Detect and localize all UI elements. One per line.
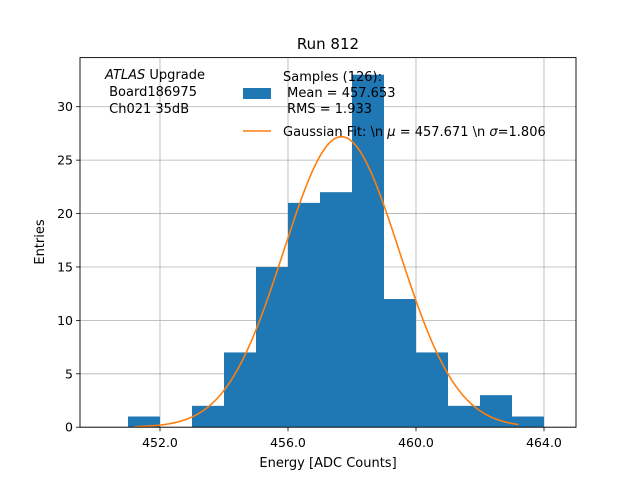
plot-frame [79, 57, 577, 428]
histogram-bar [384, 299, 416, 428]
x-axis-label: Energy [ADC Counts] [259, 456, 396, 471]
legend-fit-sigma-symbol: σ [489, 125, 498, 140]
histogram-bar [448, 405, 480, 428]
legend-hist-line-2: Mean = 457.653 [283, 86, 395, 101]
atlas-annotation: ATLAS Upgrade Board186975 Ch021 35dB [104, 68, 205, 117]
y-tick-label: 20 [57, 206, 73, 221]
y-tick-label: 10 [57, 313, 73, 328]
histogram-bar [192, 405, 224, 428]
y-axis-label: Entries [33, 219, 48, 265]
y-tick-label: 5 [65, 366, 73, 381]
legend-fit-label: Gaussian Fit: \n μ = 457.671 \n σ=1.806 [283, 125, 546, 140]
annotation-line-1: ATLAS Upgrade [104, 68, 205, 83]
x-tick-label: 456.0 [270, 435, 306, 450]
annotation-atlas-italic: ATLAS [104, 68, 145, 83]
legend: Samples (126): Mean = 457.653 RMS = 1.93… [243, 70, 546, 140]
annotation-line-1-text: Upgrade [145, 68, 205, 83]
histogram-bar [320, 192, 352, 428]
gaussian-fit-curve [134, 135, 519, 428]
histogram-bar [256, 266, 288, 428]
y-axis-ticks: 0 5 10 15 20 25 30 [57, 99, 80, 435]
legend-hist-line-3: RMS = 1.933 [283, 102, 372, 117]
x-tick-label: 452.0 [142, 435, 178, 450]
histogram-bar [288, 202, 320, 428]
x-axis-ticks: 452.0 456.0 460.0 464.0 [142, 427, 562, 450]
y-tick-label: 15 [57, 259, 73, 274]
legend-fit-mu-symbol: μ [386, 125, 395, 140]
histogram-bar [128, 416, 160, 428]
histogram-bar [512, 416, 544, 428]
legend-fit-label-mid: = 457.671 \n [396, 125, 490, 140]
legend-fit-label-end: =1.806 [498, 125, 546, 140]
chart-title: Run 812 [297, 35, 359, 53]
histogram-bar [352, 74, 384, 428]
x-tick-label: 460.0 [398, 435, 434, 450]
legend-hist-line-1: Samples (126): [283, 70, 382, 85]
histogram-bars [128, 74, 544, 428]
legend-hist-swatch [243, 88, 271, 99]
x-tick-label: 464.0 [526, 435, 562, 450]
y-tick-label: 0 [65, 420, 73, 435]
y-tick-label: 30 [57, 99, 73, 114]
legend-fit-label-start: Gaussian Fit: \n [283, 125, 387, 140]
annotation-line-2: Board186975 [105, 85, 197, 100]
annotation-line-3: Ch021 35dB [105, 102, 189, 117]
y-tick-label: 25 [57, 153, 73, 168]
histogram-bar [416, 352, 448, 428]
